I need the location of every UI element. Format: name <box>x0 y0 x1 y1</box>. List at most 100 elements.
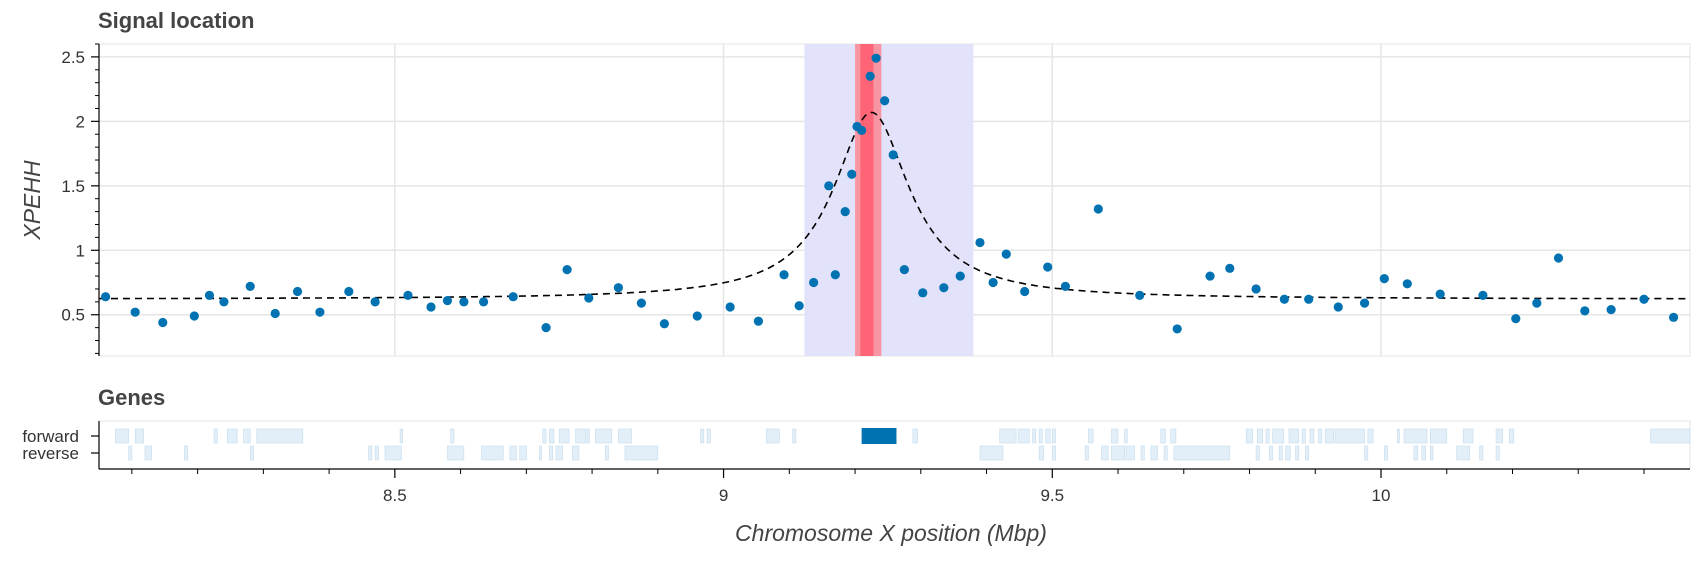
reverse-gene <box>509 445 517 461</box>
reverse-gene <box>1125 445 1135 461</box>
forward-gene <box>1650 428 1691 444</box>
forward-gene <box>1032 428 1037 444</box>
data-point <box>865 71 875 81</box>
data-point <box>1093 204 1103 214</box>
data-point <box>1668 312 1679 322</box>
data-point <box>315 307 325 317</box>
signal-plot: 0.5 1 1.5 2 2.5 <box>61 43 1691 357</box>
data-point <box>562 265 572 275</box>
data-point <box>479 297 489 307</box>
reverse-gene <box>1430 445 1434 461</box>
reverse-gene <box>1255 445 1260 461</box>
data-point <box>270 308 280 319</box>
focus-band-core <box>860 44 874 356</box>
signal-plot-title: Signal location <box>98 8 254 33</box>
forward-gene <box>213 428 218 444</box>
data-point <box>830 270 840 280</box>
reverse-gene <box>519 445 527 461</box>
reverse-gene <box>1038 445 1045 461</box>
forward-gene <box>549 428 555 444</box>
forward-gene <box>1017 428 1030 444</box>
reverse-gene <box>1150 445 1158 461</box>
x-axis-label: Chromosome X position (Mbp) <box>735 520 1047 546</box>
data-point <box>1333 302 1343 312</box>
forward-gene <box>226 428 238 444</box>
forward-gene <box>1462 428 1474 444</box>
reverse-gene <box>447 445 465 461</box>
reverse-gene <box>1479 445 1484 461</box>
data-point <box>1511 314 1521 324</box>
reverse-gene <box>1383 445 1388 461</box>
data-point <box>292 286 303 297</box>
data-point <box>1172 324 1182 334</box>
reverse-gene <box>624 445 659 461</box>
forward-gene <box>1324 428 1334 444</box>
data-point <box>840 207 850 217</box>
reverse-gene <box>1495 445 1500 461</box>
forward-gene <box>792 428 797 444</box>
forward-gene <box>399 428 404 444</box>
data-point <box>1225 263 1235 273</box>
data-point <box>975 237 985 248</box>
forward-gene <box>1257 428 1263 444</box>
data-point <box>1606 304 1616 315</box>
forward-gene <box>558 428 570 444</box>
data-point <box>988 277 998 288</box>
reverse-gene <box>979 445 1004 461</box>
forward-gene <box>765 428 780 444</box>
data-point <box>1639 294 1649 304</box>
data-point <box>245 281 255 291</box>
data-point <box>1580 306 1590 316</box>
forward-gene <box>450 428 455 444</box>
data-point <box>403 290 413 301</box>
reverse-gene <box>1268 445 1273 461</box>
data-point <box>344 286 354 297</box>
reverse-gene <box>604 445 609 461</box>
reverse-gene <box>1421 445 1427 461</box>
forward-gene <box>542 428 547 444</box>
data-point <box>1205 271 1215 281</box>
reverse-gene <box>1051 445 1056 461</box>
forward-gene <box>1272 428 1285 444</box>
reverse-gene <box>249 445 254 461</box>
data-point <box>541 323 551 333</box>
forward-gene <box>618 428 632 444</box>
y-tick-label: 2.5 <box>61 48 85 67</box>
data-point <box>1279 294 1289 304</box>
reverse-gene <box>144 445 152 461</box>
forward-gene <box>1265 428 1270 444</box>
data-point <box>939 283 949 293</box>
y-tick-label: 1.5 <box>61 177 85 196</box>
track-label-reverse: reverse <box>22 444 79 463</box>
forward-gene <box>1160 428 1166 444</box>
data-point <box>1553 253 1564 263</box>
data-point <box>459 297 469 307</box>
data-point <box>584 293 594 303</box>
data-point <box>1379 274 1389 284</box>
confidence-interval-band <box>804 44 974 356</box>
forward-gene <box>1403 428 1428 444</box>
highlighted-gene <box>861 428 897 444</box>
reverse-gene <box>1140 445 1145 461</box>
data-point <box>189 311 199 321</box>
data-point <box>636 298 646 308</box>
reverse-gene <box>1084 445 1089 461</box>
data-point <box>613 283 623 293</box>
reverse-gene <box>549 445 553 461</box>
reverse-gene <box>572 445 580 461</box>
forward-gene <box>1309 428 1315 444</box>
reverse-gene <box>1101 445 1109 461</box>
data-point <box>809 277 819 288</box>
forward-gene <box>1170 428 1177 444</box>
data-point <box>1304 294 1314 304</box>
data-point <box>370 297 380 307</box>
forward-gene <box>1301 428 1306 444</box>
reverse-gene <box>374 445 379 461</box>
genes-plot-title: Genes <box>98 385 165 410</box>
reverse-gene <box>1111 445 1125 461</box>
data-point <box>426 302 436 312</box>
reverse-gene <box>1163 445 1168 461</box>
data-point <box>1060 281 1071 291</box>
y-tick-label: 0.5 <box>61 306 85 325</box>
data-point <box>219 297 229 307</box>
